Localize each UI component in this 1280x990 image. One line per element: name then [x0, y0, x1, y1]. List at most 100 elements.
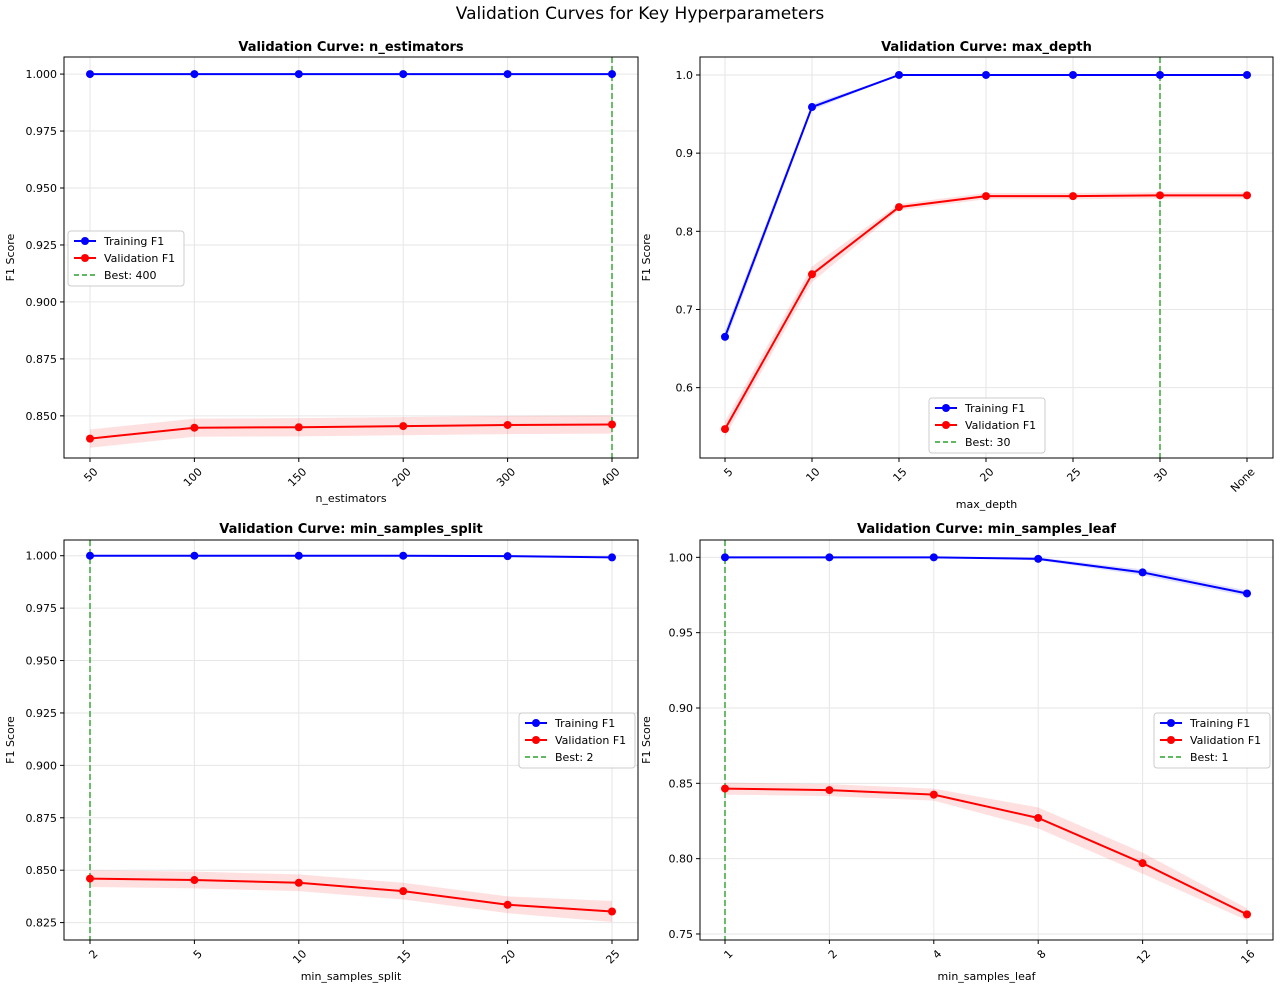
y-axis-label: F1 Score	[4, 233, 17, 281]
training-point	[1034, 554, 1043, 563]
x-tick-label: 8	[1035, 947, 1049, 961]
validation-point	[294, 423, 303, 432]
x-tick-label: 50	[81, 465, 100, 484]
training-point	[190, 551, 199, 560]
training-point	[721, 553, 729, 562]
training-std-band	[725, 557, 1247, 597]
legend-box	[518, 712, 636, 769]
x-tick-label: 16	[1238, 947, 1257, 966]
legend-marker	[942, 404, 950, 412]
training-point	[503, 70, 512, 79]
y-tick-label: 0.850	[26, 864, 58, 877]
training-point	[399, 70, 408, 79]
legend-label: Training F1	[554, 717, 615, 730]
validation-point	[982, 192, 990, 201]
x-tick-label: 25	[1064, 465, 1083, 484]
training-point	[982, 70, 990, 79]
y-tick-label: 0.950	[26, 655, 58, 668]
chart-title: Validation Curve: min_samples_split	[219, 522, 483, 537]
x-tick-label: 5	[191, 947, 205, 961]
legend-marker	[81, 237, 89, 245]
training-point	[503, 552, 512, 561]
legend-box	[67, 230, 185, 287]
validation-std-band	[90, 870, 612, 922]
legend-label: Validation F1	[104, 252, 175, 265]
validation-point	[294, 878, 303, 887]
validation-point	[808, 270, 816, 279]
x-tick-label: 25	[603, 947, 622, 966]
training-point	[1156, 70, 1164, 79]
training-point	[895, 70, 903, 79]
legend-marker	[532, 736, 540, 744]
validation-line	[89, 877, 613, 913]
x-tick-label: 200	[390, 465, 414, 489]
training-point	[86, 551, 94, 560]
validation-point	[929, 790, 938, 799]
x-tick-label: 10	[290, 947, 309, 966]
validation-point	[1138, 859, 1147, 868]
validation-point	[721, 425, 729, 434]
y-tick-label: 0.875	[26, 812, 58, 825]
y-tick-label: 1.000	[26, 68, 58, 81]
training-point	[1138, 568, 1147, 577]
legend: Training F1 Validation F1 Best: 1	[1153, 712, 1271, 769]
x-axis-label: max_depth	[956, 498, 1018, 511]
training-line	[725, 556, 1248, 595]
x-tick-label: 15	[395, 947, 414, 966]
training-point	[1243, 70, 1251, 79]
legend-label: Validation F1	[1190, 734, 1261, 747]
y-tick-label: 0.950	[26, 182, 58, 195]
legend-label: Best: 30	[965, 436, 1011, 449]
legend: Training F1 Validation F1 Best: 400	[67, 230, 185, 287]
chart-panel-0: 0.850 0.875 0.900 0.925 0.950 0.975 1.000 50 100…	[4, 40, 639, 505]
x-tick-label: 20	[499, 947, 518, 966]
validation-line	[724, 787, 1248, 916]
training-point	[294, 70, 303, 79]
validation-std-band	[90, 415, 612, 448]
legend: Training F1 Validation F1 Best: 30	[928, 397, 1046, 454]
y-tick-label: 0.8	[676, 225, 694, 238]
validation-point	[503, 420, 512, 429]
legend-label: Validation F1	[555, 734, 626, 747]
validation-point	[1156, 191, 1164, 200]
training-point	[1243, 589, 1251, 598]
y-tick-label: 0.85	[669, 777, 694, 790]
legend-marker	[81, 254, 89, 262]
legend-label: Training F1	[964, 402, 1025, 415]
legend-marker	[532, 719, 540, 727]
y-axis-label: F1 Score	[640, 233, 653, 281]
y-tick-label: 0.875	[26, 353, 58, 366]
validation-point	[895, 203, 903, 212]
x-axis-label: min_samples_leaf	[938, 970, 1037, 983]
y-axis-label: F1 Score	[640, 716, 653, 764]
y-tick-label: 0.7	[676, 303, 694, 316]
y-tick-label: 1.00	[669, 551, 694, 564]
x-tick-label: 2	[826, 947, 840, 961]
validation-point	[721, 784, 729, 793]
chart-panel-3: 0.750.800.850.900.951.001 2 4 8 12 16Validati…	[640, 522, 1274, 983]
x-tick-label: 4	[930, 947, 944, 961]
y-tick-label: 1.000	[26, 550, 58, 563]
y-tick-label: 0.75	[669, 928, 694, 941]
validation-line	[89, 423, 613, 440]
legend-label: Best: 400	[104, 269, 157, 282]
chart-title: Validation Curve: min_samples_leaf	[857, 522, 1116, 537]
validation-point	[1243, 910, 1251, 919]
y-tick-label: 0.9	[676, 147, 694, 160]
y-tick-label: 0.825	[26, 917, 58, 930]
x-tick-label: 150	[285, 465, 309, 489]
y-tick-label: 0.95	[669, 627, 694, 640]
training-line	[90, 554, 613, 559]
y-tick-label: 0.6	[676, 382, 694, 395]
x-tick-label: 15	[890, 465, 909, 484]
y-tick-label: 0.850	[26, 410, 58, 423]
axes-frame	[699, 539, 1274, 941]
x-tick-label: 400	[599, 465, 623, 489]
x-axis-label: n_estimators	[315, 492, 386, 505]
x-tick-label: 30	[1151, 465, 1170, 484]
validation-point	[1034, 813, 1043, 822]
training-point	[608, 553, 616, 562]
y-tick-label: 0.925	[26, 239, 58, 252]
training-point	[86, 70, 94, 79]
